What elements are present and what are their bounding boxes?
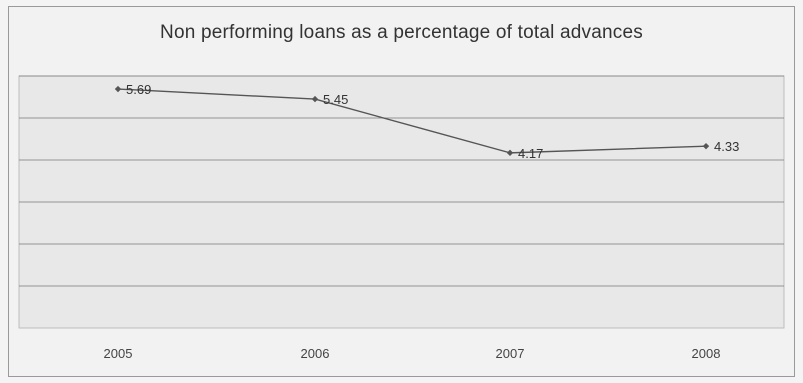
x-tick-label: 2007 (496, 346, 525, 361)
data-point (311, 95, 319, 103)
data-label: 4.33 (714, 139, 739, 154)
data-label: 5.45 (323, 92, 348, 107)
data-label: 5.69 (126, 82, 151, 97)
x-axis-ticks: 2005 2006 2007 2008 (104, 346, 721, 361)
data-points (114, 85, 710, 157)
data-label: 4.17 (518, 146, 543, 161)
x-tick-label: 2005 (104, 346, 133, 361)
data-labels: 5.69 5.45 4.17 4.33 (126, 82, 739, 161)
x-tick-label: 2008 (692, 346, 721, 361)
data-point (702, 142, 710, 150)
series-line (117, 88, 707, 154)
x-tick-label: 2006 (301, 346, 330, 361)
data-point (506, 149, 514, 157)
data-point (114, 85, 122, 93)
gridlines (19, 75, 784, 287)
chart-title: Non performing loans as a percentage of … (160, 22, 643, 43)
